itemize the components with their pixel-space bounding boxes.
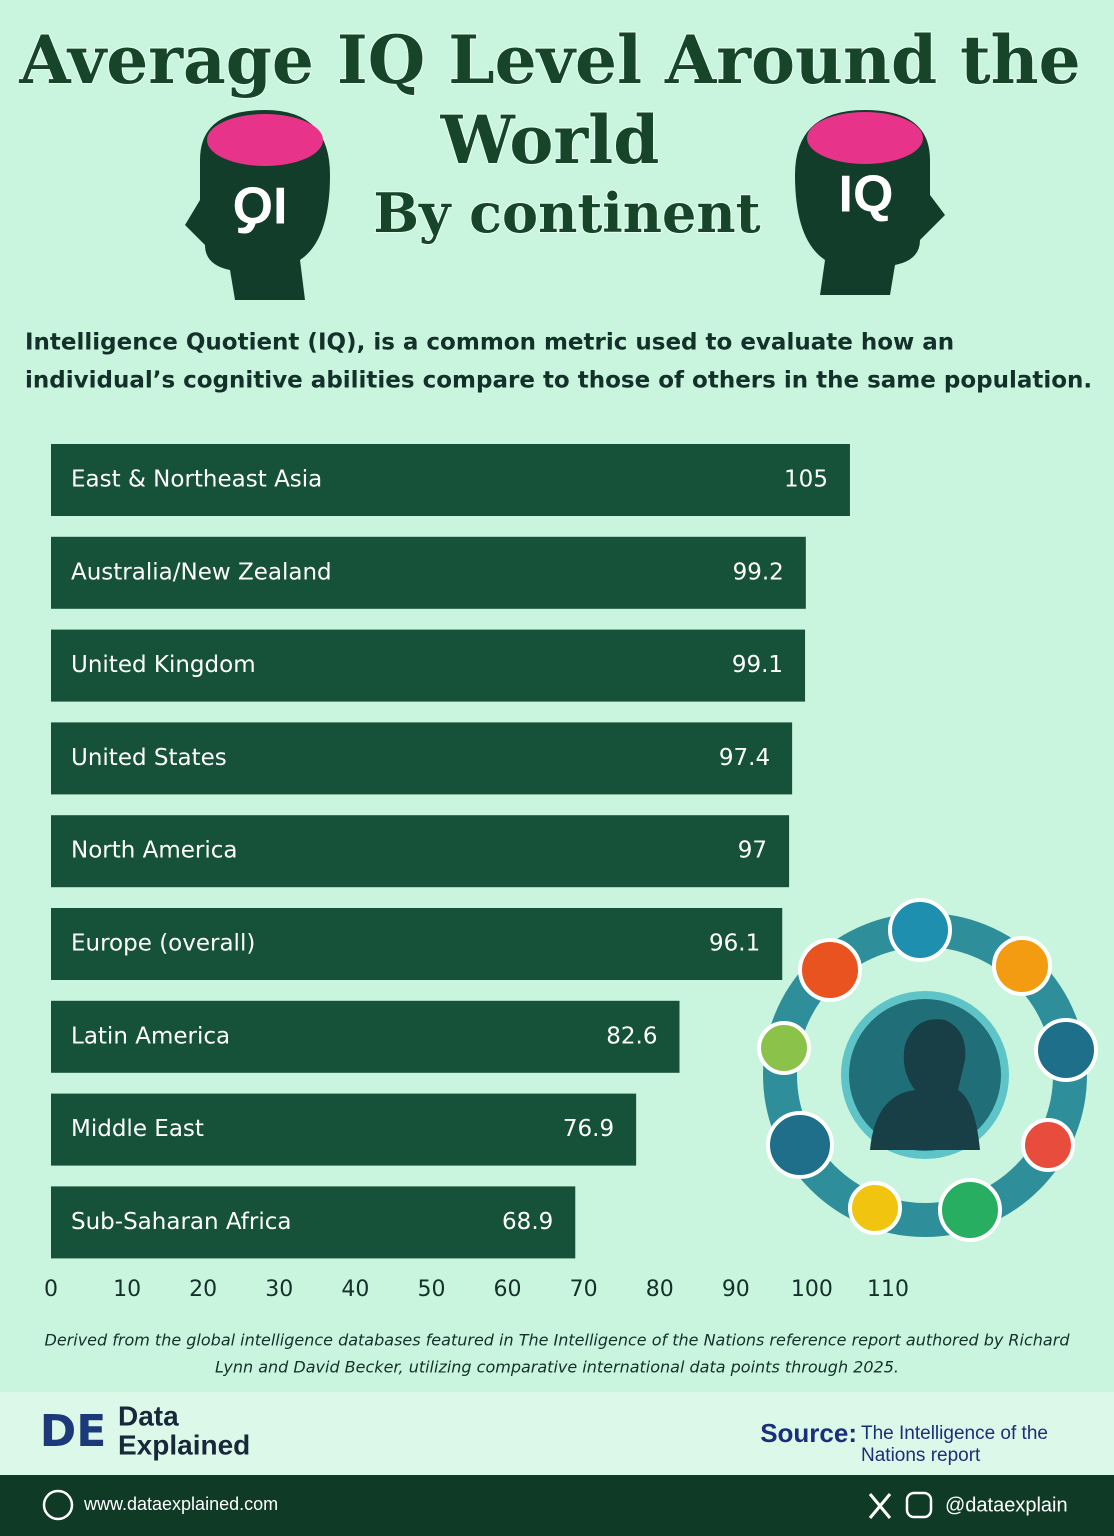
brand: Data — [118, 1400, 179, 1431]
category-label: Europe (overall) — [71, 931, 255, 957]
source: Nations report — [861, 1445, 981, 1466]
head-label: IQ — [839, 166, 894, 224]
value-label: 99.1 — [732, 652, 783, 678]
wheel-decoration — [757, 898, 1098, 1242]
category-label: Australia/New Zealand — [71, 559, 332, 585]
x-tick-label: 90 — [722, 1277, 750, 1302]
value-label: 97.4 — [719, 745, 770, 771]
footer-bar — [0, 1475, 1114, 1536]
handle[interactable]: @dataexplain — [945, 1494, 1068, 1516]
footnote: Derived from the global intelligence dat… — [45, 1331, 1071, 1350]
website[interactable]: www.dataexplained.com — [83, 1494, 278, 1514]
footer-band — [0, 1392, 1114, 1475]
value-label: 96.1 — [709, 931, 760, 957]
x-tick-label: 40 — [341, 1277, 369, 1302]
source-label: Source: — [760, 1418, 857, 1448]
category-label: East & Northeast Asia — [71, 467, 322, 493]
x-tick-label: 0 — [44, 1277, 58, 1302]
x-icon[interactable] — [868, 1493, 892, 1519]
x-tick-label: 30 — [265, 1277, 293, 1302]
bar — [51, 629, 806, 702]
value-label: 99.2 — [733, 559, 784, 585]
value-label: 68.9 — [502, 1209, 553, 1235]
bar — [51, 1000, 680, 1073]
category-label: Sub-Saharan Africa — [71, 1209, 291, 1235]
x-tick-label: 60 — [494, 1277, 522, 1302]
category-label: Middle East — [71, 1116, 204, 1142]
bar — [51, 1186, 576, 1259]
bar — [51, 1093, 637, 1166]
head-icon-left: IQ — [185, 110, 330, 300]
description: individual’s cognitive abilities compare… — [25, 368, 1092, 394]
x-tick-label: 50 — [417, 1277, 445, 1302]
x-tick-label: 100 — [791, 1277, 833, 1302]
source: The Intelligence of the — [861, 1423, 1048, 1444]
title: Average IQ Level Around the — [18, 21, 1080, 99]
x-tick-label: 110 — [867, 1277, 909, 1302]
logo-mark: DE — [40, 1406, 107, 1457]
x-tick-label: 20 — [189, 1277, 217, 1302]
bar — [51, 908, 783, 980]
x-tick-label: 10 — [113, 1277, 141, 1302]
footnote: Lynn and David Becker, utilizing compara… — [215, 1358, 899, 1377]
value-label: 76.9 — [563, 1116, 614, 1142]
bar — [51, 444, 850, 516]
instagram-icon[interactable] — [905, 1491, 933, 1519]
x-tick-label: 70 — [570, 1277, 598, 1302]
category-label: United States — [71, 745, 227, 771]
brand: Explained — [118, 1429, 250, 1460]
bar — [51, 815, 790, 888]
category-label: Latin America — [71, 1023, 230, 1049]
head-label: IQ — [233, 178, 288, 236]
bar — [51, 536, 806, 609]
globe-icon — [42, 1489, 74, 1521]
title: World — [440, 101, 660, 179]
category-label: North America — [71, 838, 238, 864]
value-label: 82.6 — [606, 1023, 657, 1049]
description: Intelligence Quotient (IQ), is a common … — [25, 330, 954, 356]
head-icon-right: IQ — [795, 110, 945, 295]
bar-chart: 0 10 20 30 40 50 60 70 80 90 100 110 East & Northeas… — [44, 444, 909, 1302]
value-label: 97 — [738, 838, 767, 864]
x-tick-label: 80 — [646, 1277, 674, 1302]
value-label: 105 — [784, 467, 828, 493]
category-label: United Kingdom — [71, 652, 256, 678]
bar — [51, 722, 793, 795]
subtitle: By continent — [373, 181, 760, 245]
